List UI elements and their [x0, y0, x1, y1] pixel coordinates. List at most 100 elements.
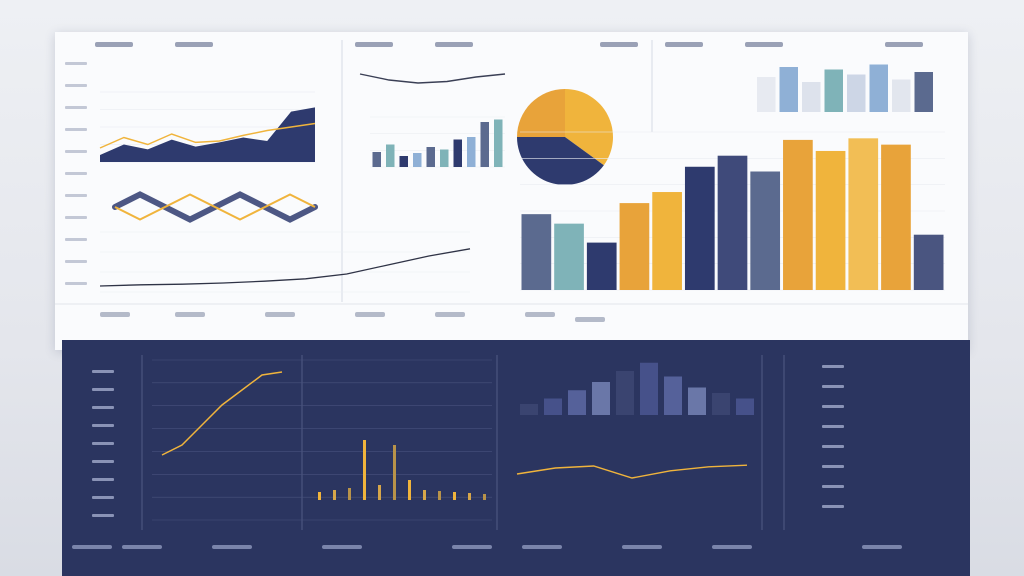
wave-line-series [359, 73, 506, 84]
axis-label-mark [435, 312, 465, 317]
bottom-axis-tick-mark [92, 424, 114, 427]
axis-label-mark [100, 312, 130, 317]
bottom-axis-tick-mark [92, 406, 114, 409]
left-axis-tick-mark [65, 194, 87, 197]
bottom-spike-chart-bar [333, 490, 336, 500]
bottom-mid-bar-chart-bar [568, 390, 586, 415]
bottom-right-label-tick-mark [822, 405, 844, 408]
bottom-axis-tick-mark [92, 478, 114, 481]
axis-label-mark [265, 312, 295, 317]
left-axis-tick-mark [65, 282, 87, 285]
bottom-spike-chart-bar [363, 440, 366, 500]
left-axis-tick-mark [65, 106, 87, 109]
big-bar-chart-bar [913, 234, 944, 290]
top-charts-canvas [55, 40, 968, 322]
small-bar-chart-bar [413, 153, 422, 167]
header-label-mark [600, 42, 638, 47]
small-bar-chart-bar [494, 119, 503, 167]
big-bar-chart-bar [783, 139, 813, 290]
bottom-right-label-tick-mark [822, 505, 844, 508]
bottom-dark-dashboard-panel [62, 340, 970, 576]
left-axis-tick-mark [65, 238, 87, 241]
header-label-mark [355, 42, 393, 47]
big-bar-chart-bar [750, 171, 781, 290]
left-axis-tick-mark [65, 128, 87, 131]
bottom-spike-chart-bar [408, 480, 411, 500]
area-chart-fill [100, 107, 315, 162]
left-axis-tick-mark [65, 84, 87, 87]
sine-wave-line [114, 193, 316, 221]
header-label-mark [95, 42, 133, 47]
small-bar-chart-bar [399, 156, 408, 167]
big-bar-chart-bar [717, 155, 748, 290]
bottom-axis-tick-mark [92, 370, 114, 373]
bottom-spike-chart-bar [468, 493, 471, 500]
footer-label-mark [862, 545, 902, 549]
left-axis-tick-mark [65, 216, 87, 219]
bottom-mid-bar-chart-bar [640, 362, 658, 415]
left-axis-tick-mark [65, 172, 87, 175]
bottom-right-label-tick-mark [822, 465, 844, 468]
bottom-mid-bar-chart-bar [664, 376, 682, 415]
bottom-axis-tick-mark [92, 442, 114, 445]
big-bar-chart-bar [619, 203, 650, 290]
bottom-spike-chart-bar [438, 491, 441, 500]
header-label-mark [435, 42, 473, 47]
header-label-mark [175, 42, 213, 47]
bottom-mid-bar-chart-bar [712, 393, 730, 415]
left-axis-tick-mark [65, 150, 87, 153]
bottom-spike-chart-bar [378, 485, 381, 500]
pie-slice [517, 137, 604, 185]
right-top-bar-chart-bar [802, 82, 821, 112]
big-bar-chart-bar [881, 144, 911, 290]
header-label-mark [745, 42, 783, 47]
footer-label-mark [522, 545, 562, 549]
growth-line-series [99, 248, 471, 287]
bottom-spike-chart-bar [393, 445, 396, 500]
bottom-spike-chart-bar [318, 492, 321, 500]
bottom-spike-chart-bar [483, 494, 486, 500]
bottom-axis-tick-mark [92, 460, 114, 463]
footer-label-mark [622, 545, 662, 549]
bottom-right-label-tick-mark [822, 485, 844, 488]
bottom-mid-bar-chart-bar [736, 398, 754, 415]
small-bar-chart-bar [372, 152, 381, 167]
bottom-axis-tick-mark [92, 514, 114, 517]
bottom-right-label-tick-mark [822, 445, 844, 448]
bottom-rising-line [161, 371, 283, 456]
big-bar-chart-bar [586, 242, 617, 290]
right-top-bar-chart-bar [757, 77, 776, 112]
bottom-mid-bar-chart-bar [520, 404, 538, 415]
small-bar-chart-bar [386, 144, 395, 167]
bottom-wave-line [516, 464, 748, 479]
axis-label-mark [575, 317, 605, 322]
bottom-right-label-tick-mark [822, 425, 844, 428]
big-bar-chart-bar [815, 150, 846, 290]
small-bar-chart-bar [453, 139, 462, 167]
left-axis-tick-mark [65, 260, 87, 263]
bottom-axis-tick-mark [92, 388, 114, 391]
bottom-charts-canvas [72, 355, 902, 549]
axis-label-mark [175, 312, 205, 317]
bottom-right-label-tick-mark [822, 385, 844, 388]
bottom-mid-bar-chart-bar [544, 398, 562, 415]
bottom-right-label-tick-mark [822, 365, 844, 368]
left-axis-tick-mark [65, 62, 87, 65]
footer-label-mark [712, 545, 752, 549]
small-bar-chart-bar [480, 122, 489, 167]
bottom-spike-chart-bar [453, 492, 456, 500]
small-bar-chart-bar [467, 137, 476, 167]
big-bar-chart-bar [652, 192, 682, 290]
footer-label-mark [212, 545, 252, 549]
pie-slice [517, 89, 565, 137]
right-top-bar-chart-bar [869, 64, 888, 112]
axis-label-mark [355, 312, 385, 317]
area-chart-trend-line [99, 122, 316, 149]
top-dashboard-panel [55, 32, 968, 350]
header-label-mark [885, 42, 923, 47]
axis-label-mark [525, 312, 555, 317]
big-bar-chart-bar [521, 214, 552, 290]
right-top-bar-chart-bar [779, 67, 798, 112]
small-bar-chart-bar [440, 149, 449, 167]
bottom-axis-tick-mark [92, 496, 114, 499]
